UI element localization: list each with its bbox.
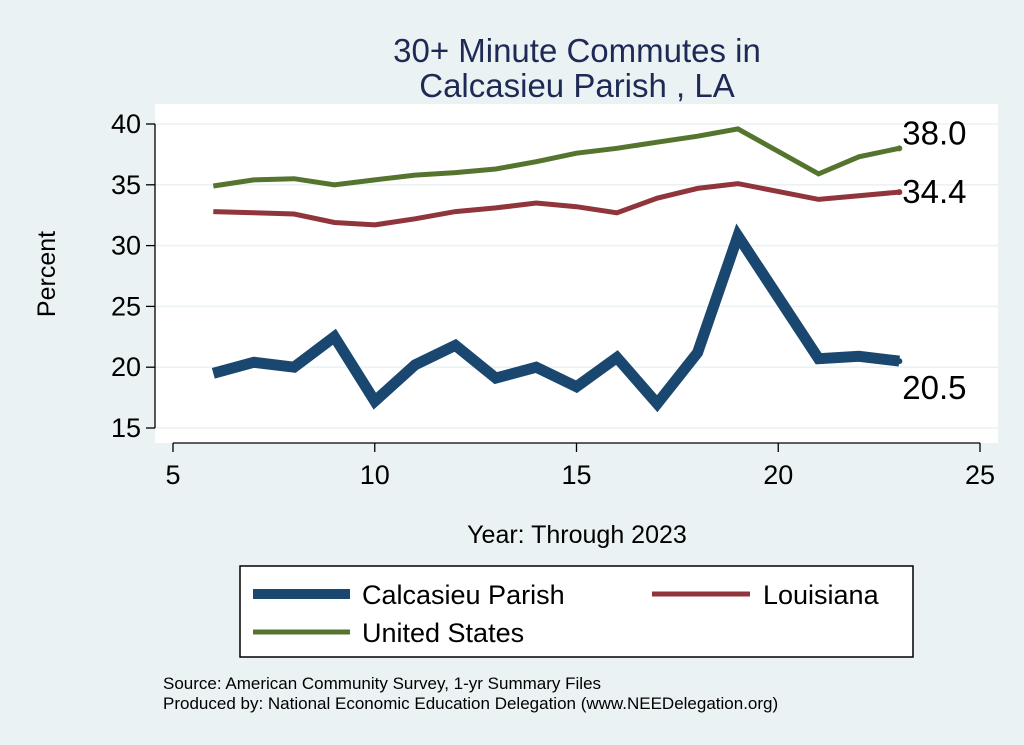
legend-label-united-states: United States [362, 618, 524, 648]
x-tick-label-10: 10 [360, 460, 390, 490]
y-tick-label-25: 25 [111, 291, 141, 321]
end-label-united-states: 38.0 [902, 114, 966, 151]
legend: Calcasieu Parish Louisiana United States [239, 565, 914, 658]
y-tick-label-30: 30 [111, 231, 141, 261]
end-label-louisiana: 34.4 [902, 173, 966, 210]
legend-label-louisiana: Louisiana [763, 580, 880, 610]
y-tick-label-20: 20 [111, 352, 141, 382]
series-line-united-states [212, 126, 900, 189]
end-marker-calcasieu [896, 358, 903, 365]
x-tick-label-20: 20 [763, 460, 793, 490]
x-tick-label-15: 15 [561, 460, 591, 490]
y-axis-label: Percent [33, 231, 61, 317]
legend-label-calcasieu: Calcasieu Parish [362, 580, 565, 610]
y-tick-label-40: 40 [111, 109, 141, 139]
x-tick-label-5: 5 [165, 460, 180, 490]
x-tick-label-25: 25 [965, 460, 995, 490]
y-tick-label-15: 15 [111, 413, 141, 443]
y-tick-label-35: 35 [111, 170, 141, 200]
series-line-calcasieu [211, 223, 900, 413]
producer-note: Produced by: National Economic Education… [163, 694, 778, 713]
legend-box [239, 565, 914, 658]
grid-lines [155, 123, 998, 429]
end-label-calcasieu: 20.5 [902, 369, 966, 406]
chart-title-line-2: Calcasieu Parish , LA [419, 67, 734, 104]
axes: 15 20 25 30 35 40 5 10 15 20 25 [111, 109, 995, 490]
x-axis-label: Year: Through 2023 [467, 521, 687, 549]
data-series [211, 126, 900, 413]
series-line-louisiana [213, 181, 900, 228]
end-marker-united-states [896, 145, 903, 152]
source-note: Source: American Community Survey, 1-yr … [163, 674, 601, 693]
end-marker-louisiana [896, 189, 903, 196]
end-labels: 20.5 34.4 38.0 [896, 114, 967, 406]
chart-title-line-1: 30+ Minute Commutes in [393, 32, 761, 69]
